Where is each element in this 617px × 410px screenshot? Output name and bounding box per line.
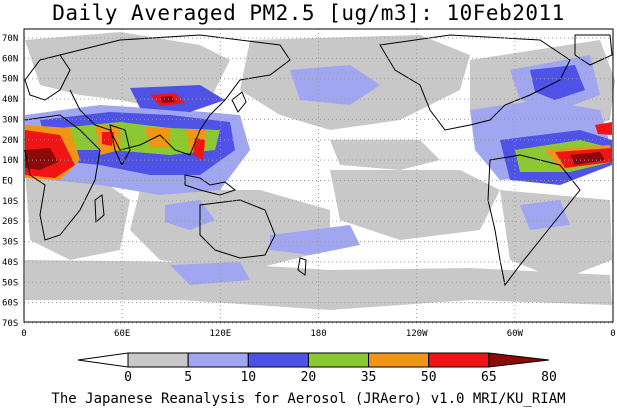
colorbar-lower-arrow: [77, 352, 129, 368]
field-orange: [145, 128, 170, 148]
longitude-tick-label: 60E: [114, 329, 130, 339]
longitude-tick-label: 0: [21, 329, 26, 339]
credit-line: The Japanese Reanalysis for Aerosol (JRA…: [51, 391, 566, 407]
latitude-tick-label: 70S: [2, 319, 18, 329]
coastline-south-america: [487, 154, 581, 287]
colorbar-segment: [187, 352, 249, 368]
colorbar-level-label: 35: [361, 370, 377, 385]
map-frame: [23, 28, 614, 323]
field-gray: [330, 170, 500, 240]
lat-lon-grid: [24, 29, 613, 324]
colorbar-level-label: 65: [481, 370, 497, 385]
map-title: Daily Averaged PM2.5 [ug/m3]: 10Feb2011: [52, 1, 565, 25]
field-lightblue: [165, 200, 215, 230]
coastline-maritime-se-asia: [184, 174, 237, 196]
colorbar-level-label: 0: [124, 370, 132, 385]
longitude-tick-label: 120W: [406, 329, 428, 339]
latitude-tick-label: 20S: [2, 217, 18, 227]
latitude-tick-label: 40N: [2, 95, 18, 105]
coastline-japan: [231, 91, 247, 113]
longitude-labels: 0 60E 120E 180 120W 60W 0: [21, 329, 615, 339]
field-gray: [330, 140, 440, 170]
field-lightblue: [520, 200, 570, 230]
field-lightblue: [170, 262, 250, 285]
colorbar-segment: [307, 352, 370, 368]
coastline-greenland: [574, 34, 613, 66]
colorbar-segment: [428, 352, 490, 368]
coastline-north-america: [379, 34, 571, 131]
field-darkred: [160, 96, 175, 103]
colorbar-level-label: 80: [541, 370, 557, 385]
concentration-fields: [25, 32, 615, 310]
colorbar-level-label: 50: [421, 370, 437, 385]
latitude-tick-label: 40S: [2, 258, 18, 268]
coastline-asia: [59, 34, 291, 156]
latitude-tick-label: EQ: [2, 177, 13, 187]
latitude-tick-label: 50N: [2, 75, 18, 85]
field-lightblue: [270, 225, 360, 255]
coastline-madagascar: [94, 194, 105, 224]
coastline-europe: [24, 54, 71, 101]
field-red: [193, 138, 205, 160]
coastline-australia: [199, 199, 276, 259]
colorbar-segment: [127, 352, 189, 368]
field-red: [595, 122, 612, 135]
field-darkred: [570, 152, 605, 165]
coastline-africa: [24, 114, 101, 241]
field-lightblue: [290, 65, 380, 105]
latitude-tick-label: 30N: [2, 115, 18, 125]
colorbar-level-label: 10: [240, 370, 256, 385]
colorbar-level-label: 20: [301, 370, 317, 385]
colorbar-level-label: 5: [184, 370, 192, 385]
colorbar-segment: [247, 352, 309, 368]
coastline-new-zealand: [297, 257, 307, 276]
latitude-tick-label: 10S: [2, 197, 18, 207]
longitude-tick-label: 0: [610, 329, 615, 339]
latitude-tick-label: 50S: [2, 278, 18, 288]
colorbar-segment: [368, 352, 430, 368]
latitude-tick-label: 60N: [2, 54, 18, 64]
latitude-tick-label: 10N: [2, 156, 18, 166]
longitude-tick-label: 180: [310, 329, 326, 339]
field-darkred: [25, 148, 58, 170]
field-red: [102, 132, 114, 146]
latitude-labels: 70N 60N 50N 40N 30N 20N 10N EQ 10S 20S 30S 40S 50S 60…: [2, 34, 18, 329]
latitude-tick-label: 60S: [2, 299, 18, 309]
longitude-tick-label: 60W: [507, 329, 524, 339]
field-blue: [530, 65, 585, 100]
longitude-tick-label: 120E: [209, 329, 231, 339]
latitude-tick-label: 70N: [2, 34, 18, 44]
colorbar-upper-arrow: [488, 352, 550, 368]
colorbar: 0 5 10 20 35 50 65 80: [77, 352, 557, 385]
latitude-tick-label: 30S: [2, 238, 18, 248]
level-80-plus: [25, 96, 605, 170]
latitude-tick-label: 20N: [2, 136, 18, 146]
